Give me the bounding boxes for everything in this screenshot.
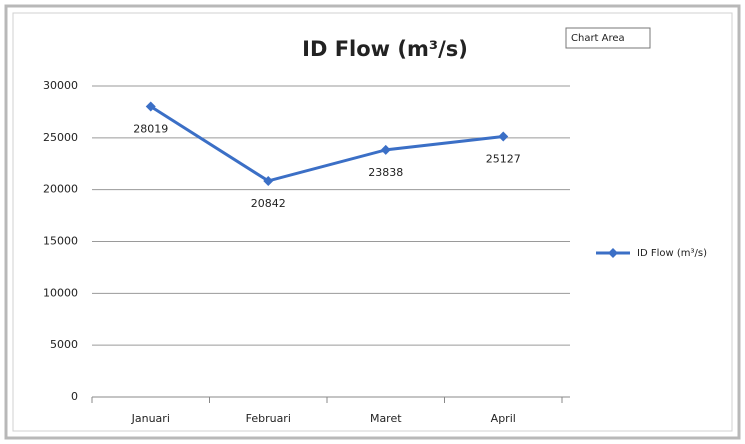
y-tick-label: 10000 — [43, 286, 78, 299]
y-tick-label: 30000 — [43, 79, 78, 92]
y-tick-label: 0 — [71, 390, 78, 403]
y-tick-label: 20000 — [43, 183, 78, 196]
y-tick-label: 25000 — [43, 131, 78, 144]
legend-marker — [608, 248, 618, 258]
tooltip-box — [565, 27, 651, 49]
marker — [380, 144, 391, 155]
marker — [498, 131, 509, 142]
x-tick-label: Januari — [131, 412, 170, 425]
x-tick-label: April — [491, 412, 516, 425]
chart-area[interactable] — [12, 12, 733, 432]
legend-label: ID Flow (m³/s) — [637, 248, 707, 259]
marker — [263, 175, 274, 186]
data-label: 20842 — [251, 197, 286, 210]
y-tick-label: 5000 — [50, 338, 78, 351]
tooltip: Chart Area — [571, 33, 625, 44]
x-tick-label: Februari — [246, 412, 291, 425]
y-tick-label: 15000 — [43, 235, 78, 248]
data-label: 25127 — [486, 153, 521, 166]
data-label: 28019 — [133, 123, 168, 136]
x-tick-label: Maret — [370, 412, 402, 425]
marker — [145, 101, 156, 112]
data-label: 23838 — [368, 166, 403, 179]
series-line — [149, 105, 504, 183]
chart-title: ID Flow (m³/s) — [302, 37, 468, 61]
